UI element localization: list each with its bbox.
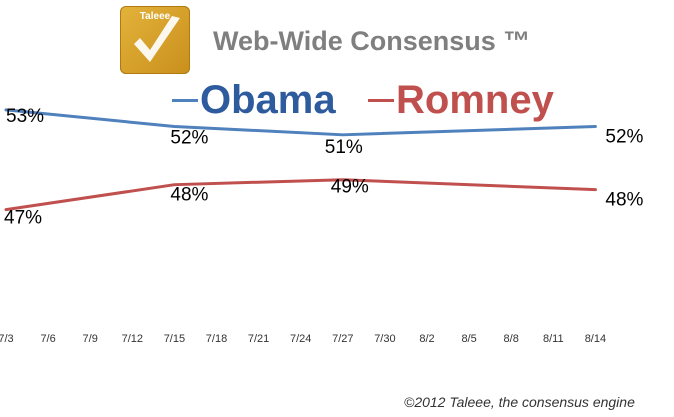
x-tick-label: 7/18 [206,333,227,345]
data-label-obama: 52% [170,128,208,149]
legend-romney-label: Romney [396,78,554,122]
x-tick-label: 7/15 [164,333,185,345]
x-tick-label: 8/11 [543,333,564,345]
x-tick-label: 8/2 [419,333,434,345]
logo-text: Taleee [139,11,171,22]
x-tick-label: 7/6 [40,333,55,345]
x-tick-label: 8/5 [461,333,476,345]
copyright-text: ©2012 Taleee, the consensus engine [404,394,635,410]
data-label-romney: 47% [4,208,42,229]
series-line-obama [4,108,597,137]
x-tick-label: 7/3 [0,333,14,345]
data-label-romney: 48% [170,185,208,206]
data-label-obama: 52% [605,127,643,148]
data-label-romney: 48% [605,190,643,211]
x-tick-label: 7/24 [290,333,311,345]
data-label-obama: 53% [6,106,44,127]
x-tick-label: 7/21 [248,333,269,345]
legend-romney-swatch [368,99,394,102]
checkmark-icon [134,16,180,62]
legend-obama: Obama [172,78,336,123]
data-label-romney: 49% [331,177,369,198]
x-tick-label: 7/12 [122,333,143,345]
x-tick-label: 8/14 [585,333,606,345]
x-tick-label: 7/27 [332,333,353,345]
x-tick-label: 7/9 [83,333,98,345]
series-line-romney [4,178,597,212]
legend-obama-swatch [172,99,198,102]
x-tick-label: 7/30 [374,333,395,345]
taleee-logo: Taleee [120,6,190,74]
data-label-obama: 51% [325,137,363,158]
legend-obama-label: Obama [200,78,336,122]
x-tick-label: 8/8 [504,333,519,345]
header-title: Web-Wide Consensus ™ [213,26,531,56]
legend-romney: Romney [368,78,554,123]
